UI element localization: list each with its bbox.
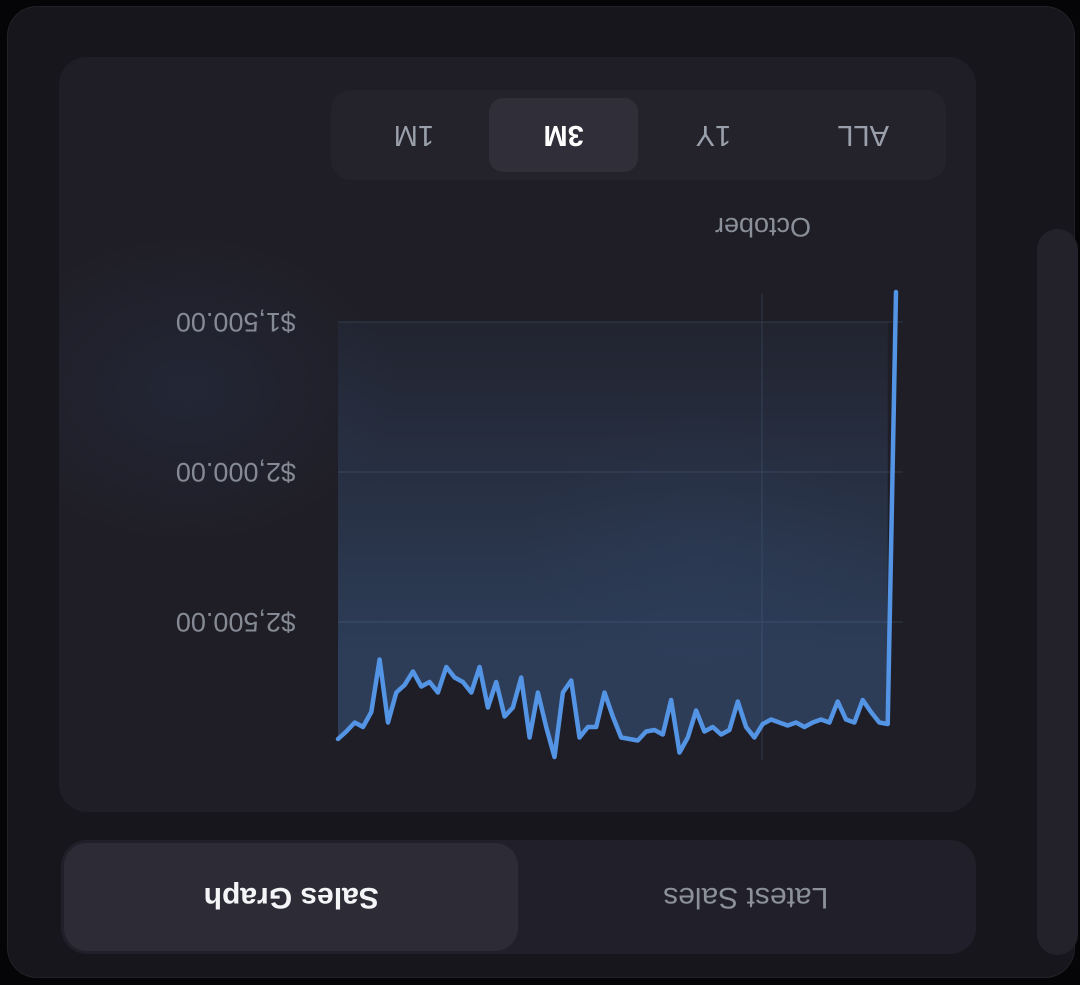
y-axis-label: $2,500.00 xyxy=(175,607,296,637)
range-option-1y[interactable]: 1Y xyxy=(695,119,732,152)
x-axis-label-october: October xyxy=(714,212,812,242)
tab-sales-graph[interactable]: Sales Graph xyxy=(64,843,519,951)
adjacent-panel-edge xyxy=(1037,229,1078,955)
range-selector: ALL 1Y 3M 1M xyxy=(331,90,946,180)
y-axis-label: $2,000.00 xyxy=(175,457,296,487)
y-axis-label: $1,500.00 xyxy=(175,307,296,337)
sales-graph-card: $2,500.00 $2,000.00 $1,500.00 October AL… xyxy=(59,57,976,812)
view-tabs-bar: Latest Sales Sales Graph xyxy=(61,840,976,954)
tab-latest-sales[interactable]: Latest Sales xyxy=(663,881,829,914)
range-option-all[interactable]: ALL xyxy=(837,119,889,152)
range-option-3m[interactable]: 3M xyxy=(488,98,639,172)
sales-chart[interactable] xyxy=(335,289,903,762)
app-panel: Latest Sales Sales Graph $2,500.00 $2,00… xyxy=(7,6,1075,978)
range-option-1m[interactable]: 1M xyxy=(393,119,435,152)
